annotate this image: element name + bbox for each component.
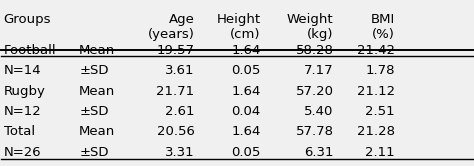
Text: 21.28: 21.28 bbox=[357, 125, 395, 138]
Text: Mean: Mean bbox=[79, 44, 115, 57]
Text: 57.78: 57.78 bbox=[296, 125, 334, 138]
Text: Football: Football bbox=[4, 44, 56, 57]
Text: 1.64: 1.64 bbox=[231, 85, 261, 98]
Text: 2.61: 2.61 bbox=[165, 105, 195, 118]
Text: 2.51: 2.51 bbox=[365, 105, 395, 118]
Text: 57.20: 57.20 bbox=[296, 85, 334, 98]
Text: 19.57: 19.57 bbox=[156, 44, 195, 57]
Text: Rugby: Rugby bbox=[4, 85, 46, 98]
Text: Height
(cm): Height (cm) bbox=[217, 13, 261, 41]
Text: 21.12: 21.12 bbox=[357, 85, 395, 98]
Text: Mean: Mean bbox=[79, 125, 115, 138]
Text: 0.05: 0.05 bbox=[231, 64, 261, 77]
Text: 3.31: 3.31 bbox=[165, 146, 195, 159]
Text: 20.56: 20.56 bbox=[157, 125, 195, 138]
Text: ±SD: ±SD bbox=[79, 105, 109, 118]
Text: N=14: N=14 bbox=[4, 64, 41, 77]
Text: 2.11: 2.11 bbox=[365, 146, 395, 159]
Text: 58.28: 58.28 bbox=[296, 44, 334, 57]
Text: 0.04: 0.04 bbox=[231, 105, 261, 118]
Text: 21.71: 21.71 bbox=[156, 85, 195, 98]
Text: ±SD: ±SD bbox=[79, 64, 109, 77]
Text: Total: Total bbox=[4, 125, 35, 138]
Text: Age
(years): Age (years) bbox=[148, 13, 195, 41]
Text: N=12: N=12 bbox=[4, 105, 42, 118]
Text: 21.42: 21.42 bbox=[357, 44, 395, 57]
Text: BMI
(%): BMI (%) bbox=[371, 13, 395, 41]
Text: N=26: N=26 bbox=[4, 146, 41, 159]
Text: Groups: Groups bbox=[4, 13, 51, 26]
Text: 5.40: 5.40 bbox=[304, 105, 334, 118]
Text: 0.05: 0.05 bbox=[231, 146, 261, 159]
Text: 1.64: 1.64 bbox=[231, 125, 261, 138]
Text: 6.31: 6.31 bbox=[304, 146, 334, 159]
Text: ±SD: ±SD bbox=[79, 146, 109, 159]
Text: 1.64: 1.64 bbox=[231, 44, 261, 57]
Text: Weight
(kg): Weight (kg) bbox=[287, 13, 334, 41]
Text: Mean: Mean bbox=[79, 85, 115, 98]
Text: 3.61: 3.61 bbox=[165, 64, 195, 77]
Text: 1.78: 1.78 bbox=[365, 64, 395, 77]
Text: 7.17: 7.17 bbox=[304, 64, 334, 77]
